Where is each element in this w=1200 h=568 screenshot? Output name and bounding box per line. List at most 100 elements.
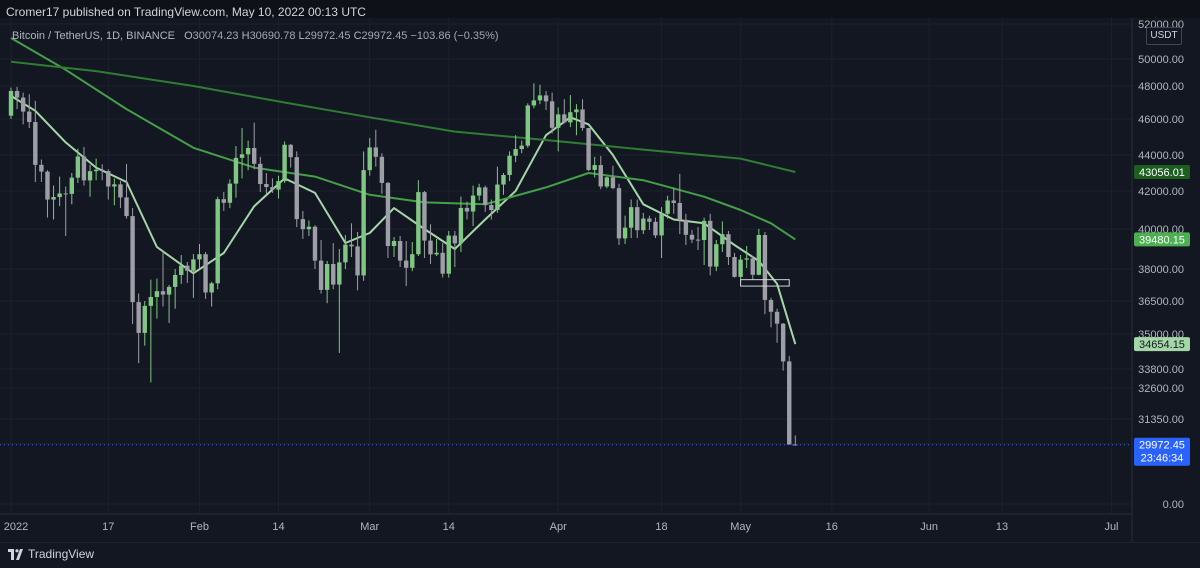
candle-body (215, 199, 220, 284)
price-badge-label: 43056.01 (1139, 167, 1185, 179)
candle-body (233, 157, 239, 184)
candle (774, 308, 780, 343)
candle (489, 199, 494, 220)
candle-body (20, 97, 26, 112)
candle-body (476, 187, 482, 196)
candle-body (568, 112, 573, 123)
price-badge: 34654.15 (1134, 337, 1190, 352)
candle (124, 164, 129, 219)
candle-body (592, 165, 597, 170)
candle (148, 279, 154, 383)
open-value: 30074.23 (192, 30, 239, 42)
candle-body (689, 234, 695, 240)
candle (397, 236, 403, 267)
candle-body (671, 200, 676, 203)
candle-body (531, 100, 537, 106)
candle-body (635, 207, 640, 231)
candle-body (349, 244, 354, 247)
candle-body (391, 241, 397, 246)
candle-body (337, 262, 342, 285)
candle (51, 185, 56, 220)
candle (476, 183, 482, 201)
candle (665, 195, 670, 219)
candle-body (209, 283, 214, 293)
candle-body (574, 109, 579, 113)
candle (780, 323, 786, 371)
candle (288, 144, 293, 168)
countdown-label: 23:46:34 (1141, 453, 1184, 465)
candle (239, 128, 245, 179)
candle-body (45, 171, 50, 200)
candle-body (294, 157, 299, 220)
time-tick-label: 14 (443, 521, 455, 533)
candle-body (8, 90, 14, 116)
candle (616, 183, 622, 245)
candle-body (239, 154, 245, 158)
candle (519, 140, 524, 154)
candle-body (136, 302, 141, 333)
candle (361, 151, 366, 281)
footer-bar (0, 542, 1200, 568)
candle (118, 180, 123, 209)
candle (331, 243, 336, 290)
candle (209, 281, 214, 307)
candle (63, 186, 68, 236)
candle-body (586, 128, 591, 170)
price-badge-bg (1134, 232, 1190, 247)
time-axis: 2022 17 Feb 14 Mar 14 Apr 18 May 16 Jun 13 Jul (4, 521, 1119, 533)
candle-body (732, 257, 737, 277)
brand-name: TradingView (28, 547, 95, 561)
time-tick-label: Apr (550, 521, 567, 533)
chart-area[interactable]: 52000.00 50000.00 48000.00 46000.00 44000.00… (0, 18, 1200, 542)
candle (39, 159, 44, 182)
price-chart[interactable]: 52000.0050000.0048000.0046000.0044000.00… (0, 18, 1200, 542)
candle (708, 213, 713, 276)
candle-body (112, 184, 117, 187)
candle (106, 169, 111, 200)
candle-body (714, 244, 719, 267)
tradingview-logo-icon (8, 548, 24, 560)
price-badge-label: 34654.15 (1139, 339, 1185, 351)
candle-body (616, 188, 622, 239)
low-value: 29972.45 (304, 30, 351, 42)
candle (233, 146, 239, 198)
candle (197, 244, 202, 269)
candle (367, 137, 372, 176)
candle-body (87, 171, 93, 181)
candle (598, 155, 603, 190)
brand[interactable]: TradingView (8, 545, 94, 563)
change-value: −103.86 (−0.35%) (410, 30, 499, 42)
candle-body (57, 193, 62, 198)
time-tick-label: May (730, 521, 751, 533)
candle (580, 99, 585, 131)
candle-body (628, 207, 634, 228)
candle-body (264, 183, 269, 188)
candle (440, 243, 445, 278)
price-unit-label[interactable]: USDT (1146, 27, 1182, 45)
price-tick-label: 42000.00 (1138, 186, 1184, 198)
candle (203, 252, 208, 299)
candle (604, 176, 610, 189)
candle-body (604, 177, 610, 187)
candle-body (14, 90, 20, 98)
candle-body (118, 184, 123, 198)
published-text: Cromer17 published on TradingView.com, M… (6, 5, 366, 19)
high-value: 30690.78 (249, 30, 296, 42)
candle (215, 196, 220, 290)
candle-body (385, 182, 391, 246)
candle (556, 107, 561, 152)
candle-body (355, 246, 360, 276)
candle (416, 180, 421, 256)
candle-body (172, 274, 178, 287)
price-badge: 39480.15 (1134, 232, 1190, 247)
candle (756, 229, 762, 276)
candle-body (598, 165, 603, 187)
price-tick-label: 0.00 (1163, 499, 1184, 511)
candle (312, 225, 318, 269)
candle-body (221, 199, 226, 203)
price-badge: 43056.01 (1134, 164, 1190, 179)
candle-body (744, 258, 749, 260)
candle (744, 246, 749, 268)
candle (379, 153, 385, 194)
candle (714, 240, 719, 272)
